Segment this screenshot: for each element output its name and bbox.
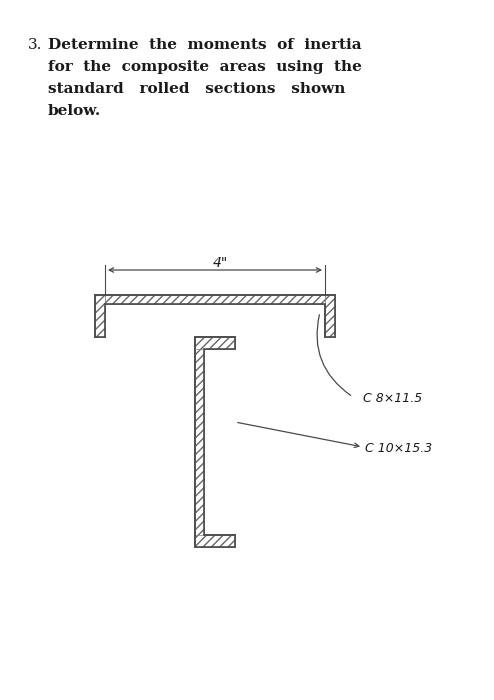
Polygon shape: [105, 295, 325, 304]
Text: Determine  the  moments  of  inertia: Determine the moments of inertia: [48, 38, 362, 52]
Polygon shape: [325, 295, 335, 337]
Polygon shape: [95, 295, 105, 337]
Polygon shape: [195, 535, 235, 547]
Polygon shape: [195, 337, 235, 547]
Polygon shape: [95, 295, 335, 337]
Polygon shape: [195, 337, 204, 547]
Text: below.: below.: [48, 104, 101, 118]
Text: standard   rolled   sections   shown: standard rolled sections shown: [48, 82, 345, 96]
Text: C 8×11.5: C 8×11.5: [363, 393, 422, 405]
Text: 4": 4": [212, 256, 228, 270]
Text: C 10×15.3: C 10×15.3: [365, 442, 432, 456]
Polygon shape: [195, 337, 235, 349]
Text: 3.: 3.: [28, 38, 42, 52]
Text: for  the  composite  areas  using  the: for the composite areas using the: [48, 60, 362, 74]
